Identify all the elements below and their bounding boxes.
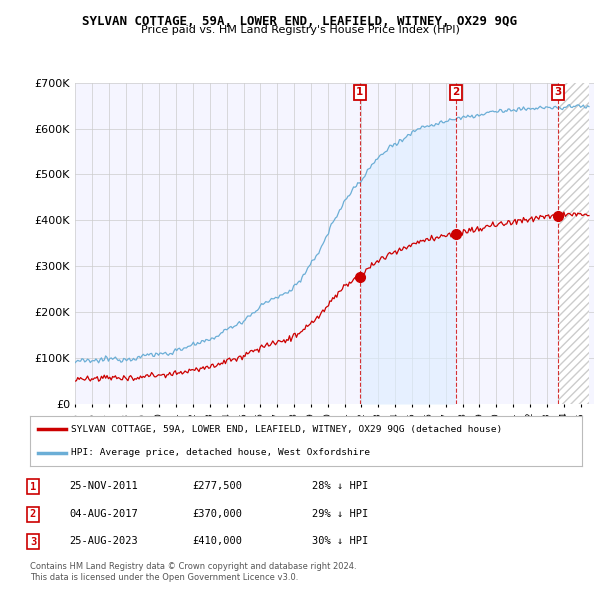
Text: Price paid vs. HM Land Registry's House Price Index (HPI): Price paid vs. HM Land Registry's House … bbox=[140, 25, 460, 35]
Text: 04-AUG-2017: 04-AUG-2017 bbox=[69, 509, 138, 519]
Text: 1: 1 bbox=[30, 482, 36, 491]
Text: £370,000: £370,000 bbox=[192, 509, 242, 519]
Text: 2: 2 bbox=[30, 510, 36, 519]
Text: 3: 3 bbox=[554, 87, 562, 97]
Text: Contains HM Land Registry data © Crown copyright and database right 2024.: Contains HM Land Registry data © Crown c… bbox=[30, 562, 356, 571]
Text: This data is licensed under the Open Government Licence v3.0.: This data is licensed under the Open Gov… bbox=[30, 573, 298, 582]
Text: £277,500: £277,500 bbox=[192, 481, 242, 491]
Text: 25-AUG-2023: 25-AUG-2023 bbox=[69, 536, 138, 546]
Text: £410,000: £410,000 bbox=[192, 536, 242, 546]
Text: 1: 1 bbox=[356, 87, 364, 97]
Text: 29% ↓ HPI: 29% ↓ HPI bbox=[312, 509, 368, 519]
Text: SYLVAN COTTAGE, 59A, LOWER END, LEAFIELD, WITNEY, OX29 9QG (detached house): SYLVAN COTTAGE, 59A, LOWER END, LEAFIELD… bbox=[71, 425, 503, 434]
Text: HPI: Average price, detached house, West Oxfordshire: HPI: Average price, detached house, West… bbox=[71, 448, 370, 457]
Text: 3: 3 bbox=[30, 537, 36, 546]
Text: 28% ↓ HPI: 28% ↓ HPI bbox=[312, 481, 368, 491]
Text: 2: 2 bbox=[452, 87, 460, 97]
Text: 25-NOV-2011: 25-NOV-2011 bbox=[69, 481, 138, 491]
Text: 30% ↓ HPI: 30% ↓ HPI bbox=[312, 536, 368, 546]
Text: SYLVAN COTTAGE, 59A, LOWER END, LEAFIELD, WITNEY, OX29 9QG: SYLVAN COTTAGE, 59A, LOWER END, LEAFIELD… bbox=[83, 15, 517, 28]
